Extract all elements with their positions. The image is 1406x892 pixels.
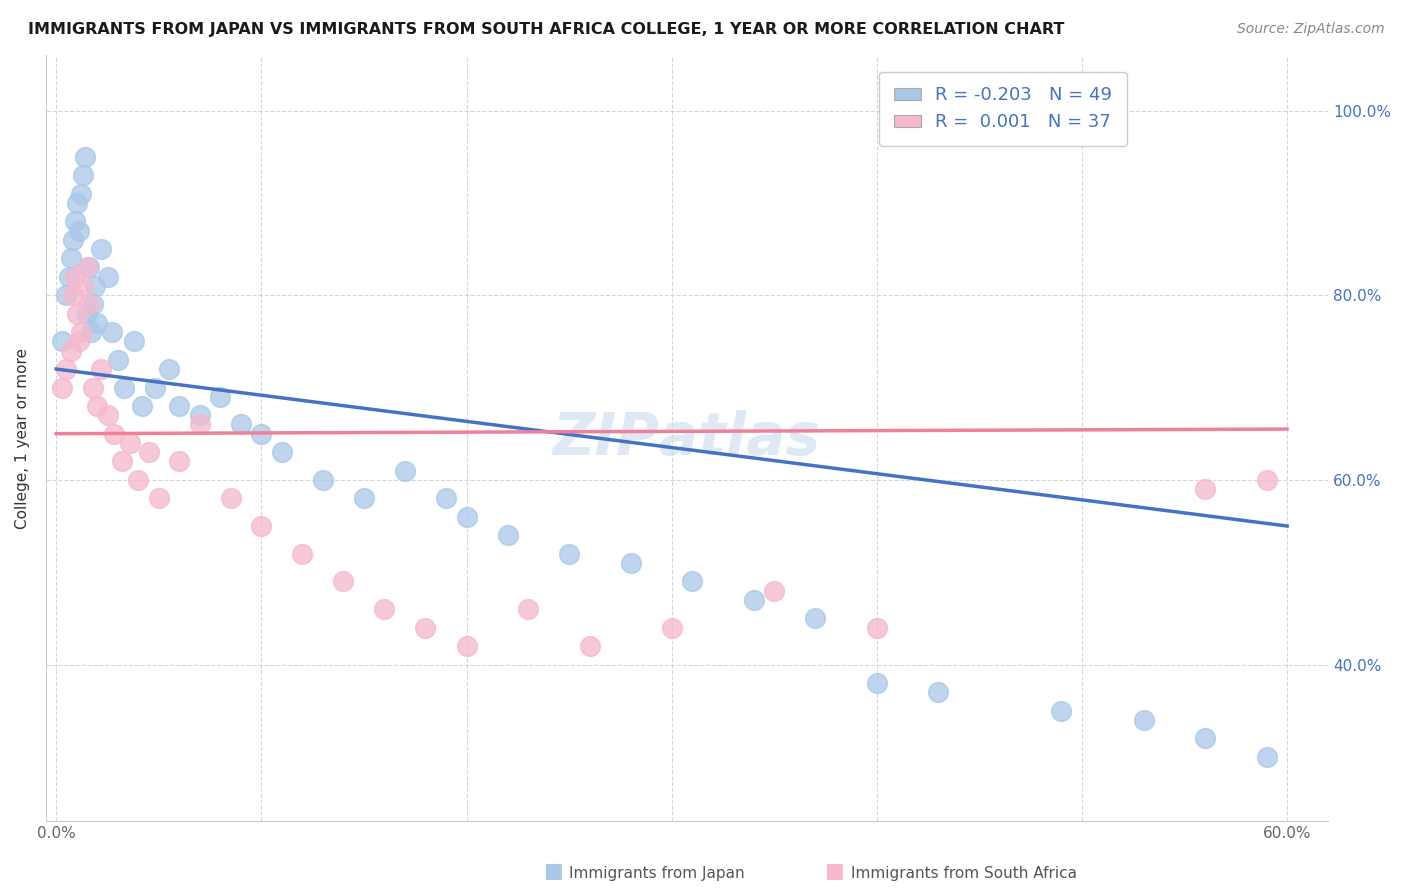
Text: ZIP​atlas: ZIP​atlas bbox=[553, 409, 821, 467]
Point bbox=[55, 362, 77, 376]
Point bbox=[456, 639, 478, 653]
Point bbox=[496, 528, 519, 542]
Point bbox=[1194, 731, 1216, 746]
Point bbox=[229, 417, 252, 432]
Text: IMMIGRANTS FROM JAPAN VS IMMIGRANTS FROM SOUTH AFRICA COLLEGE, 1 YEAR OR MORE CO: IMMIGRANTS FROM JAPAN VS IMMIGRANTS FROM… bbox=[28, 22, 1064, 37]
Point bbox=[59, 343, 82, 358]
Point bbox=[59, 252, 82, 266]
Point bbox=[90, 362, 112, 376]
Point bbox=[96, 408, 118, 422]
Text: Immigrants from Japan: Immigrants from Japan bbox=[569, 866, 745, 881]
Point bbox=[1132, 713, 1154, 727]
Point bbox=[373, 602, 395, 616]
Point bbox=[62, 233, 84, 247]
Point bbox=[67, 223, 90, 237]
Point bbox=[51, 334, 73, 349]
Text: Source: ZipAtlas.com: Source: ZipAtlas.com bbox=[1237, 22, 1385, 37]
Legend: R = -0.203   N = 49, R =  0.001   N = 37: R = -0.203 N = 49, R = 0.001 N = 37 bbox=[879, 72, 1126, 145]
Point bbox=[188, 417, 211, 432]
Point bbox=[76, 307, 98, 321]
Point bbox=[517, 602, 540, 616]
Point bbox=[122, 334, 145, 349]
Point bbox=[62, 288, 84, 302]
Point bbox=[291, 547, 314, 561]
Point bbox=[51, 380, 73, 394]
Point bbox=[107, 352, 129, 367]
Point bbox=[169, 454, 191, 468]
Point bbox=[219, 491, 242, 506]
Point bbox=[312, 473, 335, 487]
Point bbox=[209, 390, 232, 404]
Point bbox=[103, 426, 125, 441]
Point bbox=[1194, 482, 1216, 496]
Point bbox=[96, 269, 118, 284]
Point bbox=[66, 195, 89, 210]
Point bbox=[804, 611, 827, 625]
Point bbox=[353, 491, 375, 506]
Point bbox=[250, 426, 273, 441]
Point bbox=[70, 186, 93, 201]
Point bbox=[77, 260, 100, 275]
Point bbox=[1256, 473, 1278, 487]
Point bbox=[681, 574, 703, 589]
Text: ■: ■ bbox=[824, 862, 844, 881]
Point bbox=[250, 519, 273, 533]
Point bbox=[72, 168, 94, 182]
Text: Immigrants from South Africa: Immigrants from South Africa bbox=[851, 866, 1077, 881]
Point bbox=[661, 621, 683, 635]
Point bbox=[138, 445, 160, 459]
Point bbox=[58, 269, 80, 284]
Point bbox=[157, 362, 180, 376]
Point bbox=[90, 242, 112, 256]
Point bbox=[131, 399, 153, 413]
Point bbox=[1256, 749, 1278, 764]
Point bbox=[70, 325, 93, 339]
Point bbox=[394, 464, 416, 478]
Point bbox=[866, 676, 889, 690]
Point bbox=[82, 297, 104, 311]
Text: ■: ■ bbox=[543, 862, 562, 881]
Point bbox=[63, 269, 86, 284]
Point bbox=[456, 509, 478, 524]
Point bbox=[111, 454, 134, 468]
Point bbox=[84, 279, 107, 293]
Point bbox=[763, 583, 786, 598]
Point bbox=[63, 214, 86, 228]
Point bbox=[270, 445, 292, 459]
Point bbox=[1050, 704, 1073, 718]
Point bbox=[742, 593, 765, 607]
Point bbox=[434, 491, 457, 506]
Point bbox=[169, 399, 191, 413]
Point bbox=[72, 279, 94, 293]
Point bbox=[112, 380, 135, 394]
Point bbox=[73, 150, 96, 164]
Point bbox=[86, 399, 108, 413]
Point bbox=[927, 685, 949, 699]
Point bbox=[188, 408, 211, 422]
Point bbox=[77, 297, 100, 311]
Point bbox=[127, 473, 149, 487]
Point bbox=[143, 380, 166, 394]
Point bbox=[558, 547, 581, 561]
Point bbox=[866, 621, 889, 635]
Point bbox=[86, 316, 108, 330]
Point bbox=[332, 574, 354, 589]
Point bbox=[55, 288, 77, 302]
Point bbox=[76, 260, 98, 275]
Y-axis label: College, 1 year or more: College, 1 year or more bbox=[15, 348, 30, 529]
Point bbox=[82, 380, 104, 394]
Point bbox=[415, 621, 437, 635]
Point bbox=[120, 436, 142, 450]
Point bbox=[620, 556, 643, 570]
Point bbox=[100, 325, 122, 339]
Point bbox=[66, 307, 89, 321]
Point bbox=[578, 639, 600, 653]
Point bbox=[80, 325, 103, 339]
Point bbox=[67, 334, 90, 349]
Point bbox=[148, 491, 170, 506]
